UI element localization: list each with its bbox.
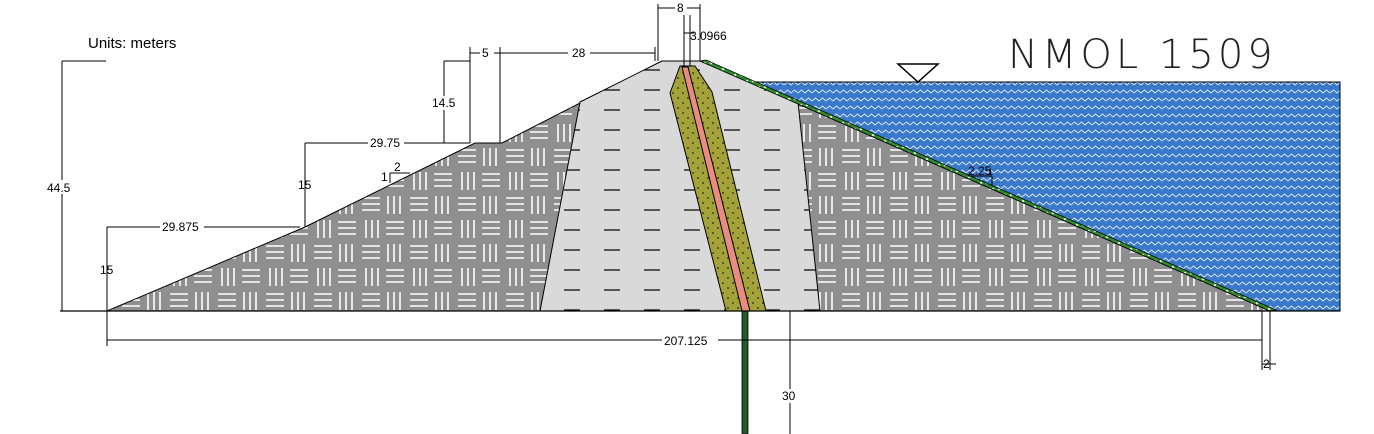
upstream-slope-ratio-v-label: 1: [988, 167, 993, 177]
units-label: Units: meters: [88, 35, 176, 52]
dim-mid-height-label: 15: [298, 178, 312, 192]
dim-total-height: [44, 60, 106, 311]
cutoff-wall: [741, 310, 749, 434]
dim-lower-height-label: 15: [100, 263, 114, 277]
water-level-symbol: [896, 63, 940, 84]
drawing-title: NMOL 1509: [1008, 32, 1277, 78]
dim-core-top: [683, 15, 694, 66]
dim-lower-slope-width-label: 29.875: [162, 220, 199, 234]
upstream-riprap: [698, 59, 1278, 312]
dim-base-width-label: 207.125: [664, 334, 708, 348]
dim-toe-offset-label: 2: [1263, 357, 1270, 371]
slope-ratio-v-label: 1: [381, 170, 388, 184]
dim-toe-offset: [1262, 311, 1276, 370]
dim-mid-slope-width-label: 29.75: [370, 136, 400, 150]
dim-cutoff-depth-label: 30: [782, 389, 796, 403]
dim-upstream-slope: [968, 175, 993, 186]
upstream-slope-ratio-label: 2.25: [968, 164, 992, 178]
dim-upper-height-label: 14.5: [432, 96, 456, 110]
dim-crest-width-label: 8: [677, 1, 684, 15]
dim-slope-ratio: [389, 172, 410, 183]
slope-ratio-h-label: 2: [394, 160, 401, 174]
dim-core-top-label: 3.0966: [690, 29, 727, 43]
dim-berm-width-label: 5: [482, 46, 489, 60]
dim-top-slope-width-label: 28: [572, 46, 586, 60]
dim-total-height-label: 44.5: [47, 181, 71, 195]
